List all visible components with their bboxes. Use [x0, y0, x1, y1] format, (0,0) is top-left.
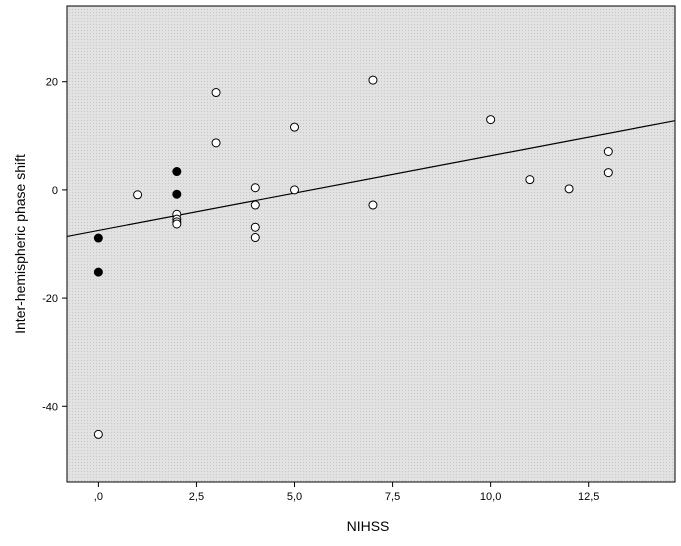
filled-data-point [93, 233, 103, 243]
data-points [93, 75, 613, 439]
x-tick-label: 10,0 [480, 491, 501, 503]
open-data-point [486, 115, 496, 125]
open-data-point [603, 147, 613, 157]
open-data-point [525, 175, 535, 185]
plot-area [66, 5, 676, 483]
x-tick-label: 5,0 [287, 491, 302, 503]
open-data-point [93, 429, 103, 439]
open-data-point [368, 200, 378, 210]
open-data-point [290, 185, 300, 195]
open-data-point [250, 233, 260, 243]
x-axis-title: NIHSS [347, 518, 390, 534]
open-data-point [250, 200, 260, 210]
open-data-point [290, 122, 300, 132]
y-tick-label: 0 [52, 185, 58, 197]
x-tick-label: 12,5 [578, 491, 599, 503]
open-data-point [564, 184, 574, 194]
y-axis: 20 0 -20 -40 [42, 77, 67, 413]
open-data-point [211, 88, 221, 98]
open-data-point [250, 183, 260, 193]
y-tick-label: -20 [42, 293, 58, 305]
filled-data-point [172, 167, 182, 177]
open-data-point [368, 75, 378, 85]
x-tick-label: 7,5 [385, 491, 400, 503]
fit-line [67, 120, 675, 238]
open-data-point [172, 219, 182, 229]
filled-data-point [93, 267, 103, 277]
open-data-point [211, 138, 221, 148]
filled-data-point [172, 189, 182, 199]
open-data-point [133, 190, 143, 200]
open-data-point [603, 168, 613, 178]
y-axis-title: Inter-hemispheric phase shift [12, 154, 28, 334]
open-data-point [250, 222, 260, 232]
x-axis: ,0 2,5 5,0 7,5 10,0 12,5 [94, 482, 599, 503]
y-tick-label: 20 [46, 77, 58, 89]
x-tick-label: ,0 [94, 491, 103, 503]
y-tick-label: -40 [42, 401, 58, 413]
x-tick-label: 2,5 [189, 491, 204, 503]
